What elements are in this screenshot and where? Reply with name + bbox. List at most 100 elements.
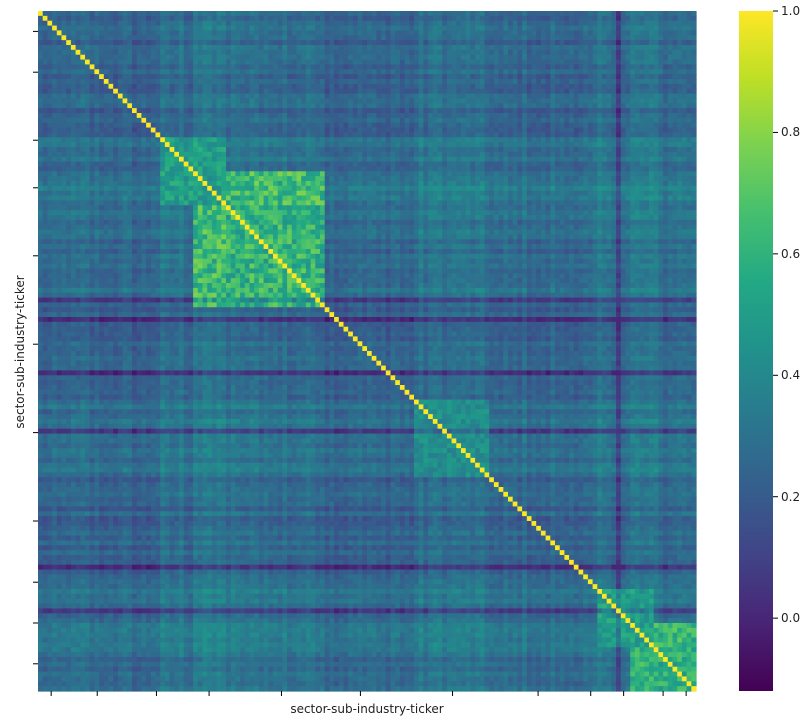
heatmap-cell bbox=[541, 64, 546, 69]
heatmap-cell bbox=[391, 11, 396, 16]
heatmap-cell bbox=[334, 11, 339, 16]
heatmap-cell bbox=[555, 64, 560, 69]
heatmap-cell bbox=[156, 147, 161, 152]
heatmap-cell bbox=[113, 74, 118, 79]
heatmap-cell bbox=[250, 171, 255, 176]
heatmap-cell bbox=[268, 26, 273, 31]
heatmap-cell bbox=[555, 113, 560, 118]
heatmap-cell bbox=[668, 64, 673, 69]
heatmap-cell bbox=[99, 50, 104, 55]
heatmap-cell bbox=[673, 137, 678, 142]
heatmap-cell bbox=[94, 26, 99, 31]
heatmap-cell bbox=[146, 16, 151, 21]
heatmap-cell bbox=[184, 69, 189, 74]
heatmap-cell bbox=[62, 142, 67, 147]
heatmap-cell bbox=[292, 176, 297, 181]
heatmap-cell bbox=[264, 26, 269, 31]
heatmap-cell bbox=[687, 103, 692, 108]
heatmap-cell bbox=[217, 152, 222, 157]
heatmap-cell bbox=[80, 166, 85, 171]
heatmap-cell bbox=[94, 74, 99, 79]
heatmap-cell bbox=[456, 79, 461, 84]
heatmap-cell bbox=[555, 157, 560, 162]
heatmap-cell bbox=[583, 26, 588, 31]
heatmap-cell bbox=[57, 118, 62, 123]
heatmap-cell bbox=[668, 55, 673, 60]
heatmap-cell bbox=[541, 69, 546, 74]
heatmap-cell bbox=[442, 16, 447, 21]
heatmap-cell bbox=[315, 162, 320, 167]
heatmap-cell bbox=[170, 171, 175, 176]
heatmap-cell bbox=[663, 45, 668, 50]
heatmap-cell bbox=[207, 137, 212, 142]
heatmap-cell bbox=[268, 176, 273, 181]
heatmap-cell bbox=[188, 128, 193, 133]
heatmap-cell bbox=[287, 98, 292, 103]
heatmap-cell bbox=[306, 171, 311, 176]
heatmap-cell bbox=[644, 50, 649, 55]
heatmap-cell bbox=[254, 40, 259, 45]
heatmap-cell bbox=[348, 166, 353, 171]
heatmap-cell bbox=[597, 35, 602, 40]
heatmap-cell bbox=[442, 181, 447, 186]
heatmap-cell bbox=[386, 11, 391, 16]
heatmap-cell bbox=[193, 132, 198, 137]
heatmap-cell bbox=[409, 40, 414, 45]
heatmap-cell bbox=[466, 128, 471, 133]
heatmap-cell bbox=[635, 157, 640, 162]
heatmap-cell bbox=[480, 45, 485, 50]
heatmap-cell bbox=[358, 118, 363, 123]
heatmap-cell bbox=[137, 64, 142, 69]
heatmap-cell bbox=[268, 132, 273, 137]
heatmap-cell bbox=[569, 21, 574, 26]
heatmap-cell bbox=[165, 108, 170, 113]
heatmap-cell bbox=[339, 103, 344, 108]
heatmap-cell bbox=[174, 157, 179, 162]
heatmap-cell bbox=[353, 11, 358, 16]
heatmap-cell bbox=[409, 147, 414, 152]
heatmap-cell bbox=[311, 176, 316, 181]
heatmap-cell bbox=[104, 176, 109, 181]
heatmap-cell bbox=[381, 45, 386, 50]
heatmap-cell bbox=[381, 118, 386, 123]
heatmap-cell bbox=[207, 98, 212, 103]
heatmap-cell bbox=[203, 142, 208, 147]
heatmap-cell bbox=[372, 21, 377, 26]
heatmap-cell bbox=[353, 35, 358, 40]
heatmap-cell bbox=[635, 166, 640, 171]
heatmap-cell bbox=[132, 74, 137, 79]
heatmap-cell bbox=[90, 50, 95, 55]
heatmap-cell bbox=[691, 147, 696, 152]
heatmap-cell bbox=[532, 84, 537, 89]
heatmap-cell bbox=[217, 16, 222, 21]
heatmap-cell bbox=[513, 89, 518, 94]
heatmap-cell bbox=[235, 152, 240, 157]
heatmap-cell bbox=[282, 128, 287, 133]
heatmap-cell bbox=[85, 45, 90, 50]
heatmap-cell bbox=[499, 26, 504, 31]
heatmap-cell bbox=[52, 152, 57, 157]
heatmap-cell bbox=[452, 103, 457, 108]
heatmap-cell bbox=[611, 45, 616, 50]
heatmap-cell bbox=[428, 60, 433, 65]
heatmap-cell bbox=[85, 118, 90, 123]
heatmap-cell bbox=[428, 152, 433, 157]
heatmap-cell bbox=[691, 166, 696, 171]
heatmap-cell bbox=[433, 21, 438, 26]
heatmap-cell bbox=[334, 152, 339, 157]
heatmap-cell bbox=[207, 94, 212, 99]
heatmap-cell bbox=[264, 166, 269, 171]
heatmap-cell bbox=[372, 11, 377, 16]
heatmap-cell bbox=[395, 64, 400, 69]
heatmap-cell bbox=[470, 157, 475, 162]
heatmap-cell bbox=[348, 118, 353, 123]
heatmap-cell bbox=[273, 108, 278, 113]
heatmap-cell bbox=[663, 89, 668, 94]
heatmap-cell bbox=[532, 69, 537, 74]
heatmap-cell bbox=[630, 35, 635, 40]
heatmap-cell bbox=[235, 113, 240, 118]
heatmap-cell bbox=[62, 30, 67, 35]
heatmap-cell bbox=[381, 142, 386, 147]
heatmap-cell bbox=[428, 79, 433, 84]
